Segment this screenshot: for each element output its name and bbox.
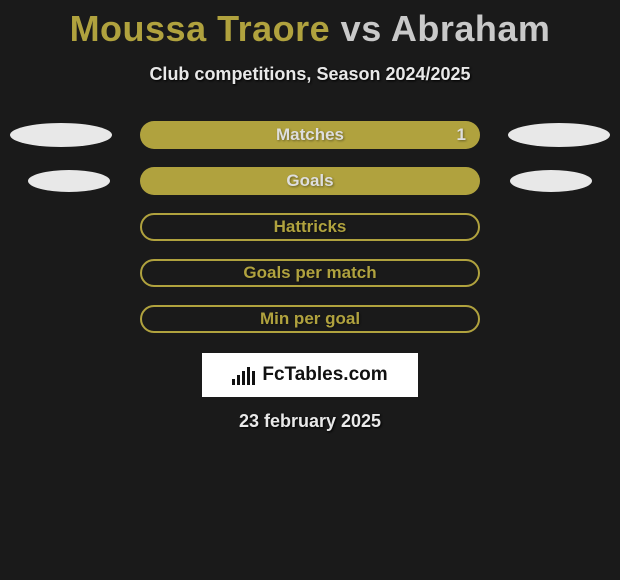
stat-label: Goals (286, 171, 333, 191)
stat-label: Hattricks (274, 217, 347, 237)
logo-bars-icon (232, 365, 258, 385)
player1-name: Moussa Traore (70, 8, 331, 49)
left-ellipse-icon (10, 123, 112, 147)
stat-row: Goals per match (0, 259, 620, 287)
stat-bar: Goals per match (140, 259, 480, 287)
stat-label: Goals per match (243, 263, 376, 283)
stat-bar: Goals (140, 167, 480, 195)
page-title: Moussa Traore vs Abraham (70, 8, 551, 50)
stat-row: Hattricks (0, 213, 620, 241)
vs-text: vs (341, 8, 382, 49)
stat-label: Matches (276, 125, 344, 145)
stat-row: Goals (0, 167, 620, 195)
stat-bar: Matches 1 (140, 121, 480, 149)
stat-bar: Hattricks (140, 213, 480, 241)
player2-name: Abraham (391, 8, 551, 49)
date-text: 23 february 2025 (239, 411, 381, 432)
right-ellipse-icon (508, 123, 610, 147)
left-ellipse-icon (28, 170, 110, 192)
fctables-logo: FcTables.com (202, 353, 418, 397)
stat-value-right: 1 (457, 125, 466, 145)
stat-row: Min per goal (0, 305, 620, 333)
logo-text: FcTables.com (262, 364, 387, 386)
stat-bar: Min per goal (140, 305, 480, 333)
stat-label: Min per goal (260, 309, 360, 329)
stat-row: Matches 1 (0, 121, 620, 149)
right-ellipse-icon (510, 170, 592, 192)
subtitle: Club competitions, Season 2024/2025 (149, 64, 470, 85)
stat-rows: Matches 1 Goals Hattricks Goals per match Min… (0, 121, 620, 333)
